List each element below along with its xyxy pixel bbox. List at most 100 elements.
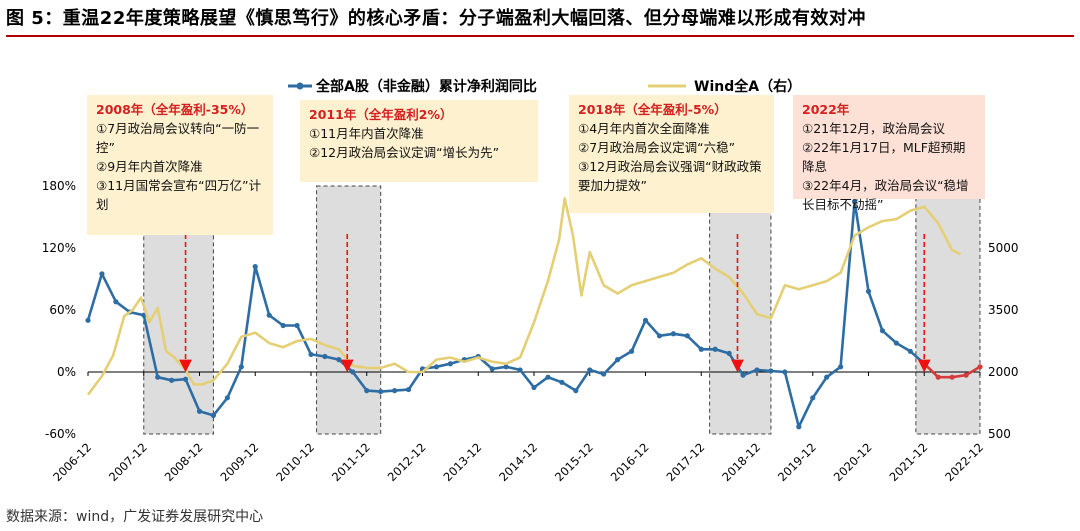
data-point <box>364 388 370 394</box>
data-point <box>824 374 830 380</box>
data-point <box>489 366 495 372</box>
data-point <box>865 288 872 294</box>
data-point <box>601 371 607 377</box>
legend-earnings-marker <box>296 82 304 90</box>
annotation-2018-title: 2018年（全年盈利-5%） <box>578 102 727 117</box>
right-tick-label: 3500 <box>988 303 1019 317</box>
annotation-2011-title: 2011年（全年盈利2%） <box>309 107 453 122</box>
right-tick-label: 500 <box>988 427 1011 441</box>
data-point <box>447 361 453 367</box>
data-point <box>684 333 690 339</box>
x-tick-label: 2012-12 <box>385 440 429 484</box>
data-point <box>113 299 119 305</box>
data-point <box>405 386 412 393</box>
data-point <box>935 374 941 380</box>
data-point <box>573 388 579 394</box>
data-point <box>768 368 774 374</box>
x-tick-label: 2006-12 <box>50 440 94 484</box>
data-point <box>99 271 105 277</box>
annotation-2008: 2008年（全年盈利-35%） ①7月政治局会议转向“一防一控” ②9月年内首次… <box>87 95 273 235</box>
x-tick-label: 2019-12 <box>775 440 819 484</box>
x-tick-label: 2010-12 <box>273 440 317 484</box>
data-point <box>294 322 300 329</box>
data-point <box>810 395 816 401</box>
data-point <box>949 374 955 380</box>
data-point <box>893 340 899 346</box>
data-point <box>587 367 593 373</box>
shaded-period <box>709 185 772 435</box>
left-tick-label: 120% <box>42 241 76 255</box>
data-point <box>977 364 983 370</box>
data-point <box>252 264 258 270</box>
annotation-2018: 2018年（全年盈利-5%） ①4月年内首次全面降准 ②7月政治局会议定调“六稳… <box>569 95 774 213</box>
data-point <box>392 388 398 394</box>
data-point <box>182 376 189 382</box>
data-point <box>670 331 676 337</box>
data-point <box>726 350 732 356</box>
data-point <box>656 333 663 339</box>
x-tick-label: 2011-12 <box>329 440 373 484</box>
data-point <box>545 374 551 380</box>
data-point <box>141 312 147 318</box>
data-point <box>712 346 718 352</box>
data-point <box>196 408 203 414</box>
data-point <box>350 369 356 375</box>
shaded-period <box>316 185 382 435</box>
data-point <box>378 389 384 395</box>
data-point <box>155 374 161 380</box>
data-point <box>642 317 649 323</box>
x-tick-label: 2021-12 <box>886 440 930 484</box>
x-tick-label: 2016-12 <box>608 440 652 484</box>
policy-arrows <box>179 234 931 373</box>
x-tick-label: 2015-12 <box>552 440 596 484</box>
right-tick-label: 5000 <box>988 241 1019 255</box>
data-point <box>615 357 621 363</box>
annotation-2022-title: 2022年 <box>802 102 850 117</box>
chart: -60% 0% 60% 120% 180% 500 2000 3500 5000 2006-12 2… <box>42 78 1019 484</box>
data-point <box>963 372 969 378</box>
x-tick-label: 2013-12 <box>440 440 484 484</box>
data-point <box>238 364 244 370</box>
data-point <box>796 424 802 430</box>
shaded-period <box>915 185 981 435</box>
data-point <box>169 377 175 383</box>
data-point <box>224 395 230 401</box>
legend-earnings-label: 全部A股（非金融）累计净利润同比 <box>315 78 537 95</box>
annotation-2011: 2011年（全年盈利2%） ①11月年内首次降准 ②12月政治局会议定调“增长为… <box>300 100 538 182</box>
annotation-2008-body: ①7月政治局会议转向“一防一控” ②9月年内首次降准 ③11月国常会宣布“四万亿… <box>96 121 262 212</box>
data-point <box>698 346 704 352</box>
data-point <box>879 328 886 334</box>
data-point <box>531 384 537 391</box>
annotation-2008-title: 2008年（全年盈利-35%） <box>96 102 254 117</box>
page-title: 图 5：重温22年度策略展望《慎思笃行》的核心矛盾：分子端盈利大幅回落、但分母端… <box>6 5 1074 37</box>
annotation-2022-body: ①21年12月，政治局会议 ②22年1月17日，MLF超预期降息 ③22年4月，… <box>802 121 969 212</box>
x-tick-label: 2009-12 <box>217 440 261 484</box>
left-tick-label: 60% <box>49 303 76 317</box>
data-point <box>210 412 217 418</box>
data-point <box>559 379 565 385</box>
data-point <box>308 351 314 358</box>
data-point <box>266 312 272 318</box>
data-point <box>851 198 858 205</box>
x-tick-label: 2007-12 <box>106 440 150 484</box>
data-point <box>628 348 635 354</box>
data-point <box>517 367 523 373</box>
x-tick-label: 2022-12 <box>942 440 986 484</box>
annotation-2022: 2022年 ①21年12月，政治局会议 ②22年1月17日，MLF超预期降息 ③… <box>793 95 985 212</box>
source-note: 数据来源：wind，广发证券发展研究中心 <box>6 509 264 525</box>
data-point <box>838 364 844 370</box>
data-point <box>280 322 286 329</box>
data-point <box>503 364 509 370</box>
x-tick-label: 2008-12 <box>162 440 206 484</box>
left-tick-label: -60% <box>45 427 76 441</box>
x-tick-label: 2017-12 <box>663 440 707 484</box>
annotation-2018-body: ①4月年内首次全面降准 ②7月政治局会议定调“六稳” ③12月政治局会议强调“财… <box>578 121 762 193</box>
data-point <box>433 364 440 370</box>
x-tick-label: 2020-12 <box>831 440 875 484</box>
right-tick-label: 2000 <box>988 365 1019 379</box>
x-tick-label: 2014-12 <box>496 440 540 484</box>
left-tick-label: 0% <box>57 365 76 379</box>
series-wind-line <box>86 197 962 396</box>
data-point <box>907 348 913 354</box>
annotation-2011-body: ①11月年内首次降准 ②12月政治局会议定调“增长为先” <box>309 126 500 160</box>
